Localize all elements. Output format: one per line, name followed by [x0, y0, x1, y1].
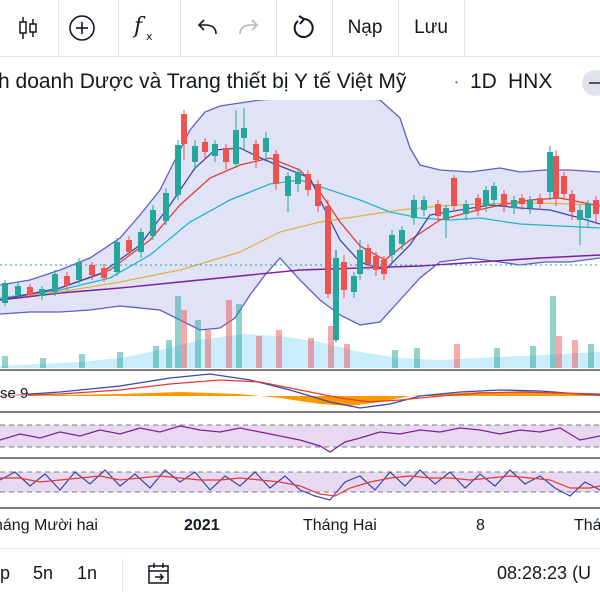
svg-text:f: f	[132, 14, 146, 39]
xaxis-label-feb: Tháng Hai	[303, 517, 377, 534]
xaxis-label-dec: háng Mười hai	[0, 517, 98, 534]
rsi-band	[0, 425, 600, 447]
price-chart[interactable]	[0, 100, 600, 546]
volume-ma-area	[0, 334, 600, 368]
add-compare-icon[interactable]	[62, 0, 102, 56]
range-5y-button[interactable]: 5n	[33, 563, 54, 583]
exchange-label: HNX	[508, 70, 553, 93]
ma-cyan	[0, 179, 600, 299]
symbol-header: h doanh Dược và Trang thiết bị Y tế Việt…	[0, 66, 600, 100]
interval-label[interactable]: 1D	[470, 70, 497, 93]
macd-histogram	[0, 392, 600, 406]
undo-icon[interactable]	[192, 0, 224, 56]
stoch-d	[0, 475, 600, 497]
range-partial-button[interactable]: p	[0, 563, 11, 583]
redo-icon[interactable]	[232, 0, 264, 56]
save-button[interactable]: Lưu	[414, 17, 448, 38]
stoch-k	[0, 469, 600, 501]
ma-purple	[0, 254, 600, 301]
stoch-band	[0, 472, 600, 492]
rsi-line	[0, 425, 600, 453]
volume-bars	[2, 296, 594, 368]
clock-timezone[interactable]: 08:28:23 (U	[497, 563, 592, 583]
xaxis-label-2021: 2021	[184, 517, 220, 534]
candles	[2, 108, 599, 342]
macd-signal	[0, 379, 600, 403]
macd-label: se 9	[0, 385, 29, 402]
goto-date-icon[interactable]	[146, 561, 172, 592]
candlestick-icon[interactable]	[8, 0, 48, 56]
bollinger-upper	[0, 100, 600, 286]
bottom-bar: p 5n 1n 08:28:23 (U	[0, 548, 600, 601]
separator-dot: ·	[453, 70, 460, 93]
svg-text:x: x	[146, 30, 153, 43]
collapse-legend-button[interactable]	[582, 70, 600, 96]
reload-button[interactable]: Nạp	[347, 17, 383, 38]
macd-line	[0, 373, 600, 409]
symbol-name[interactable]: h doanh Dược và Trang thiết bị Y tế Việt…	[0, 70, 407, 93]
range-1y-button[interactable]: 1n	[77, 563, 98, 583]
bollinger-band-fill	[0, 100, 600, 330]
xaxis-label-month: Tháng	[574, 517, 600, 534]
reset-chart-icon[interactable]	[286, 0, 322, 56]
xaxis-label-8: 8	[476, 517, 485, 534]
